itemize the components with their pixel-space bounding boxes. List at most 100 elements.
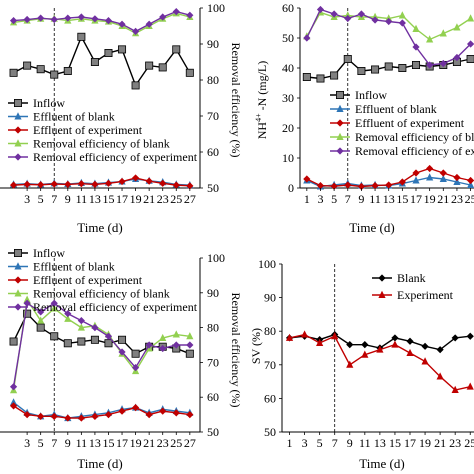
x-tick-label: 11 [369, 192, 381, 206]
x-tick-label: 5 [38, 192, 44, 206]
data-point [159, 13, 167, 21]
legend-swatch-marker [14, 303, 22, 311]
data-point [145, 411, 153, 419]
y-tick-label: 70 [264, 358, 276, 372]
data-point [439, 29, 447, 37]
data-point [357, 67, 366, 76]
series-1 [285, 330, 474, 393]
legend-swatch-marker [13, 248, 22, 257]
data-point [426, 35, 434, 43]
x-tick-label: 21 [434, 436, 446, 450]
data-point [64, 414, 72, 422]
data-point [36, 65, 45, 74]
data-point [371, 16, 379, 24]
x-tick-label: 9 [65, 192, 71, 206]
series-4 [9, 8, 194, 35]
data-point [426, 173, 434, 181]
data-point [50, 15, 58, 24]
data-point [91, 15, 99, 23]
panel-top-left-series [9, 8, 194, 190]
data-point [371, 182, 379, 190]
data-point [451, 334, 459, 342]
x-tick-label: 17 [116, 436, 128, 450]
legend-label: Effluent of blank [355, 102, 437, 116]
panel-bottom-right-frame [281, 264, 474, 433]
x-tick-label: 19 [130, 192, 142, 206]
series-2 [9, 174, 194, 190]
legend-label: Inflow [355, 88, 387, 102]
y-tick-label: 60 [264, 391, 276, 405]
data-point [391, 334, 399, 342]
series-line [13, 35, 191, 87]
data-point [23, 411, 31, 419]
panel-top-left-xlabel: Time (d) [77, 220, 122, 235]
data-point [330, 182, 338, 190]
data-point [50, 70, 59, 79]
legend-swatch-marker [14, 112, 22, 120]
data-point [131, 27, 140, 35]
data-point [37, 412, 45, 420]
data-point [23, 15, 31, 24]
data-point [159, 407, 167, 415]
legend-swatch-marker [14, 126, 22, 134]
data-point [50, 332, 59, 341]
legend-entry: Inflow [330, 88, 387, 102]
legend-swatch-marker [14, 139, 22, 147]
data-point [466, 55, 474, 64]
data-point [131, 404, 140, 412]
data-point [466, 14, 474, 22]
y-tick-label: 100 [258, 257, 276, 271]
data-point [421, 357, 429, 365]
data-point [185, 68, 194, 77]
x-tick-label: 11 [76, 436, 88, 450]
data-point [104, 332, 113, 340]
legend-swatch-marker [378, 290, 386, 298]
y-tick-label: 70 [207, 355, 219, 369]
x-tick-label: 9 [65, 436, 71, 450]
data-point [186, 11, 194, 19]
data-point [90, 58, 99, 67]
legend-entry: Effluent of experiment [330, 116, 465, 130]
data-point [118, 177, 126, 186]
data-point [406, 337, 414, 345]
data-point [145, 20, 153, 28]
legend-entry: Removal efficiency of experiment [330, 144, 474, 158]
x-tick-label: 11 [76, 192, 88, 206]
data-point [357, 10, 366, 18]
series-0 [9, 309, 194, 358]
data-point [64, 310, 72, 318]
series-line [289, 333, 471, 391]
data-point [186, 182, 194, 190]
data-point [426, 61, 434, 69]
data-point [412, 24, 420, 32]
data-point [371, 65, 380, 74]
data-point [316, 74, 325, 83]
data-point [104, 49, 113, 58]
data-point [131, 349, 140, 358]
x-tick-label: 23 [157, 436, 169, 450]
data-point [285, 333, 294, 341]
legend-swatch-marker [335, 91, 344, 100]
data-point [384, 62, 393, 71]
data-point [451, 385, 459, 393]
legend-label: Removal efficiency of blank [33, 287, 170, 301]
data-point [453, 23, 461, 31]
data-point [131, 81, 140, 90]
data-point [412, 43, 420, 51]
panel-bottom-left-y2label: Removal efficiency (%) [229, 292, 243, 407]
x-tick-label: 1 [287, 436, 293, 450]
panel-bottom-left-frame [0, 258, 201, 433]
legend-swatch-marker [336, 132, 344, 140]
legend-swatch-marker [14, 153, 22, 161]
panel-top-right-xlabel: Time (d) [349, 220, 394, 235]
x-tick-label: 13 [89, 192, 101, 206]
data-point [50, 304, 58, 312]
legend-label: Experiment [397, 288, 454, 302]
data-point [64, 180, 72, 188]
data-point [303, 34, 311, 42]
legend-entry: Experiment [372, 288, 454, 302]
data-point [23, 295, 31, 303]
